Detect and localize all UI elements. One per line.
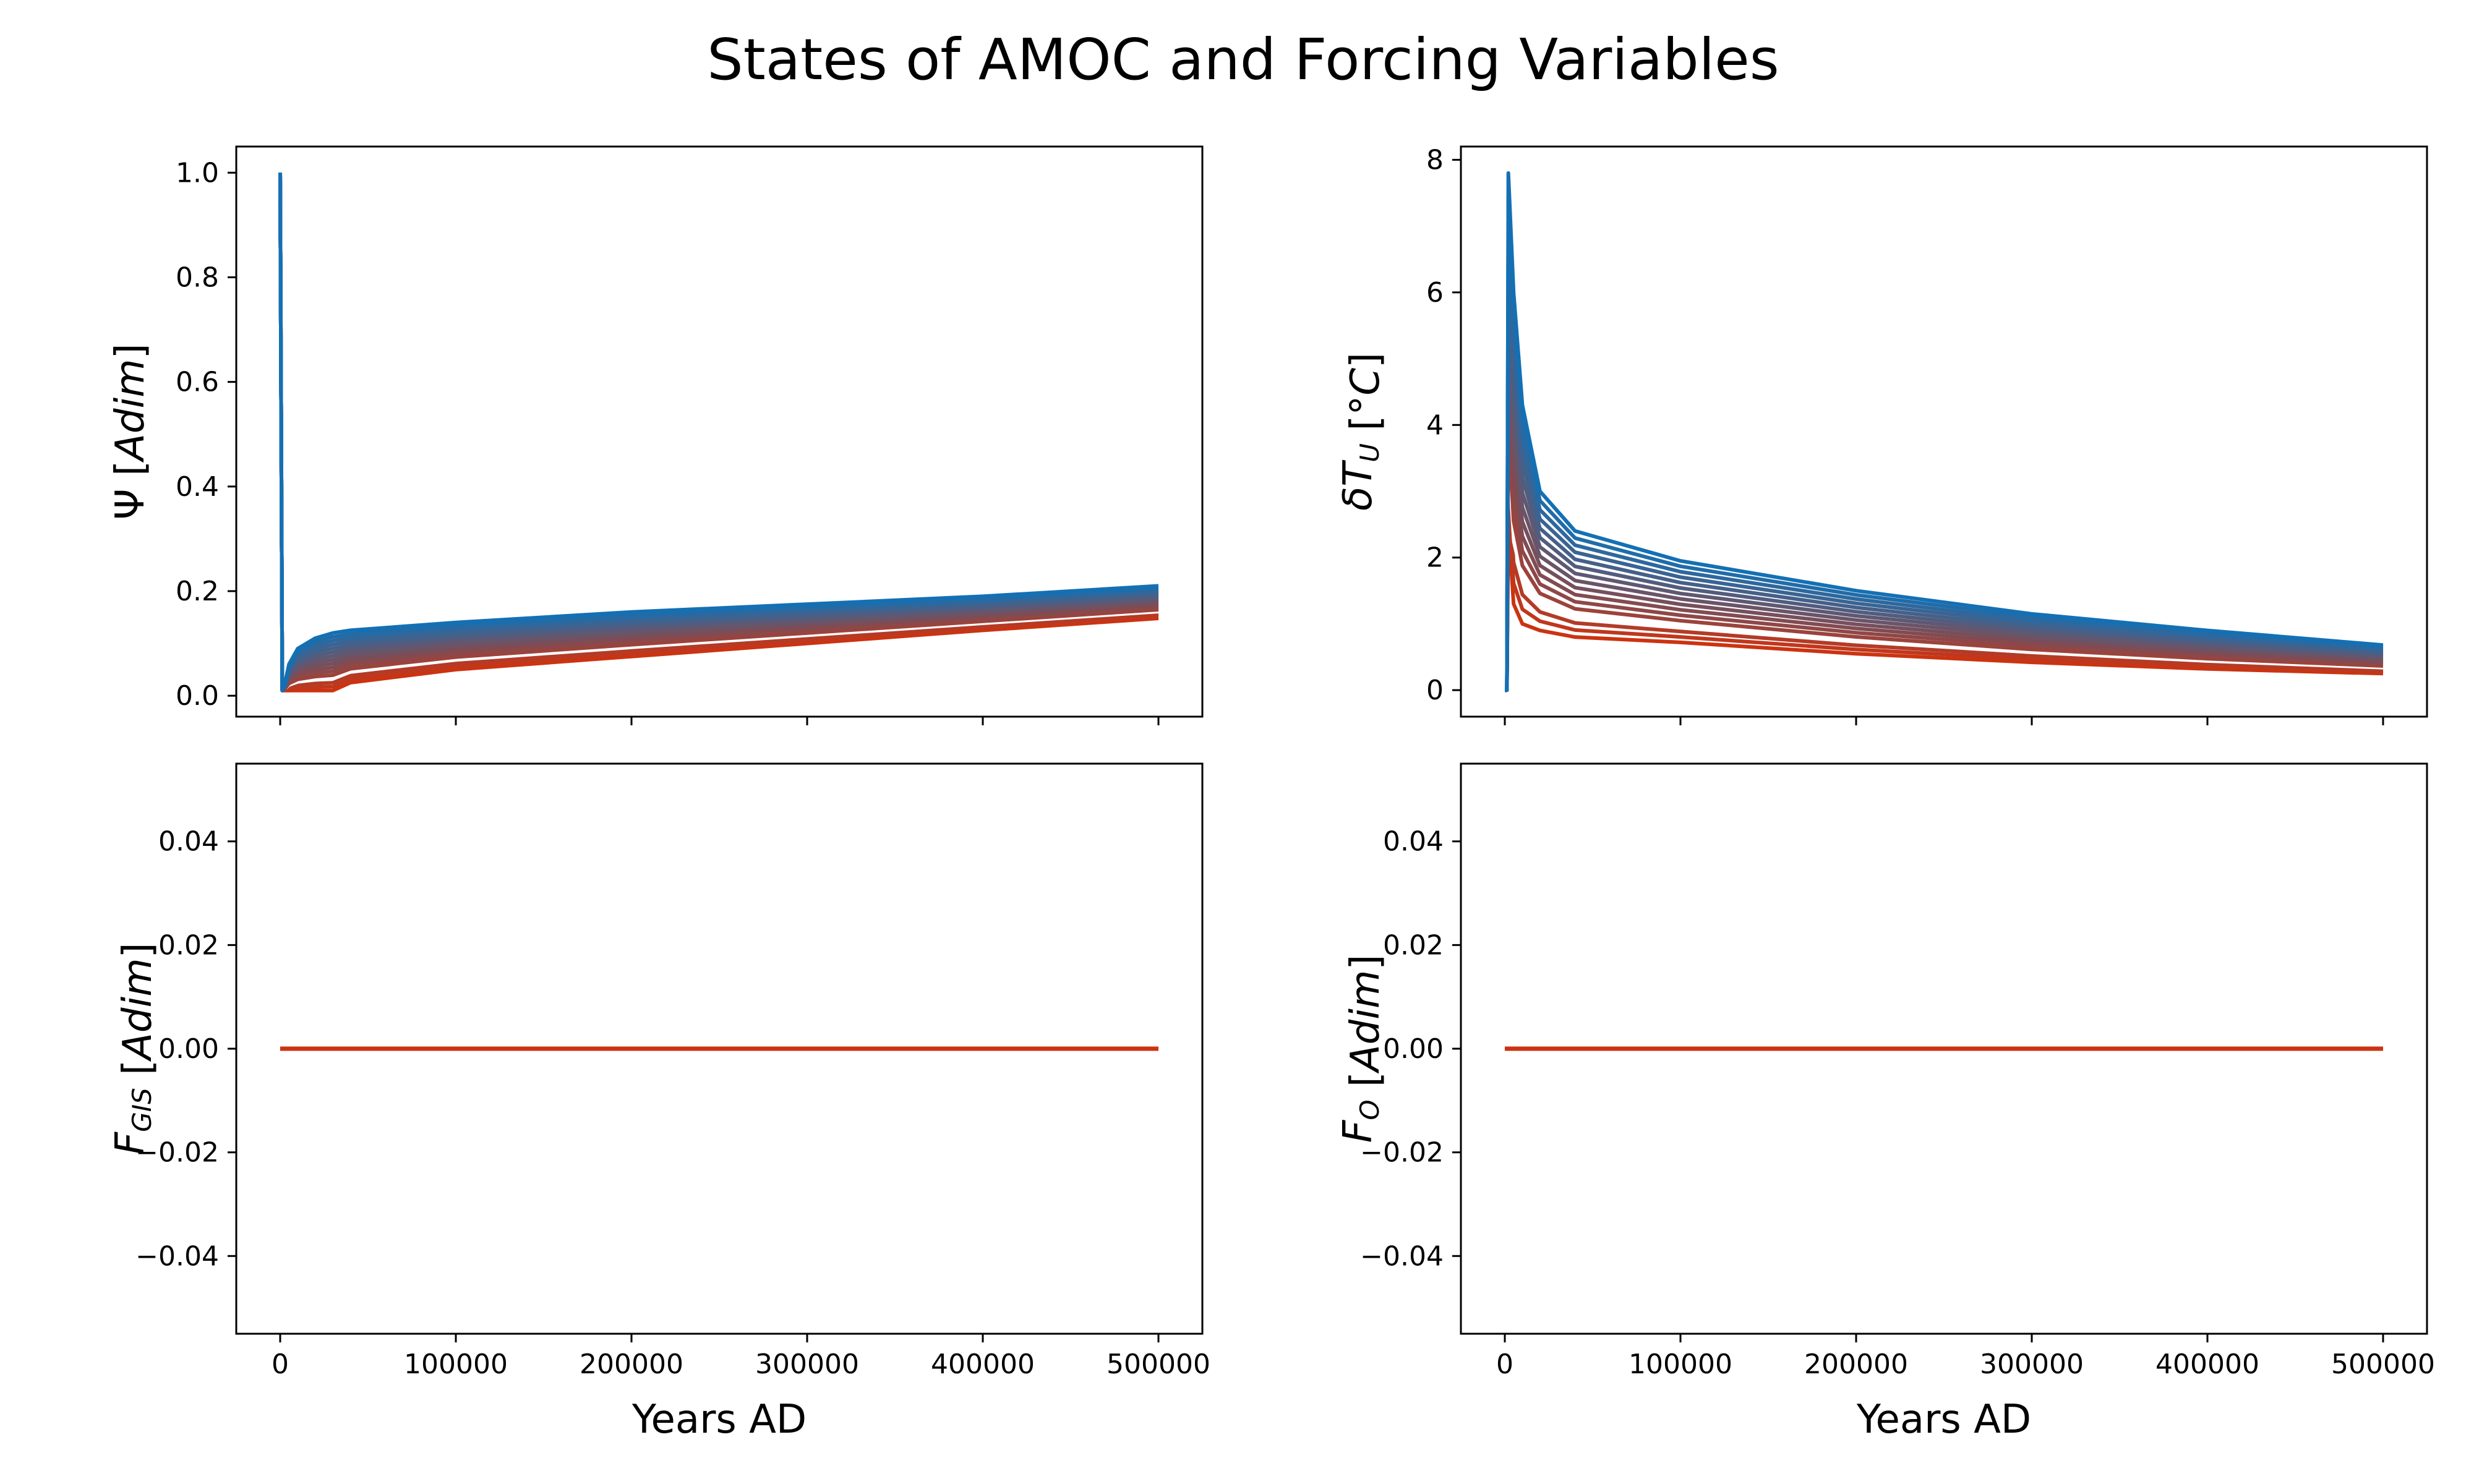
series-line-16 [1505, 171, 2384, 693]
y-axis-title-part: Ψ [ [108, 461, 153, 520]
y-tick-label: 8 [1426, 144, 1444, 176]
y-axis-title-part: ] [115, 942, 161, 958]
y-tick-label: 0.02 [1383, 929, 1444, 961]
y-tick-label: 0.04 [1383, 826, 1444, 858]
y-tick-label: 0.8 [176, 262, 219, 293]
y-tick-label: −0.04 [135, 1240, 219, 1272]
y-axis-title: FO [Adim] [1335, 955, 1389, 1143]
x-tick-label: 300000 [755, 1349, 859, 1380]
axes-frame [1460, 145, 2428, 718]
y-tick-label: 4 [1426, 409, 1444, 441]
y-axis-title-part: [ [115, 1060, 161, 1088]
y-tick-label: 2 [1426, 542, 1444, 574]
plot-area [278, 173, 1159, 693]
x-tick-label: 500000 [2331, 1349, 2435, 1380]
y-axis-title-part: U [1355, 443, 1385, 463]
x-tick-label: 300000 [1980, 1349, 2084, 1380]
y-axis-title-part: ] [1343, 352, 1389, 368]
panel-bottom-right: 0 100000 200000 300000 400000 500000 −0.04 −0.0… [1335, 762, 2435, 1443]
y-axis-title-part: Adim [115, 958, 161, 1062]
y-axis-title: FGIS [Adim] [108, 942, 161, 1154]
x-tick-label: 100000 [404, 1349, 508, 1380]
y-axis-title-part: O [1355, 1099, 1385, 1120]
y-axis-title-part: GIS [127, 1088, 157, 1132]
plot-area [1505, 171, 2384, 693]
panel-bottom-left: 0 100000 200000 300000 400000 500000 −0.04 −0.0… [108, 762, 1210, 1443]
y-tick-label: 0.04 [158, 826, 219, 858]
y-axis-title-part: δT [1335, 459, 1381, 511]
y-axis-title-part: Adim [1343, 970, 1389, 1075]
axes-frame [235, 145, 1204, 718]
y-tick-label: 0.0 [176, 680, 219, 712]
x-tick-label: 200000 [1804, 1349, 1908, 1380]
y-tick-label: 1.0 [176, 157, 219, 189]
y-axis-title-part: [ [1343, 1072, 1389, 1099]
x-tick-label: 200000 [580, 1349, 683, 1380]
y-axis-title-part: C [1343, 368, 1389, 396]
x-tick-label: 100000 [1629, 1349, 1732, 1380]
y-axis-title-part: [° [1343, 396, 1389, 443]
panel-top-right: 0 2 4 6 8 δTU [°C] [1335, 144, 2428, 725]
y-axis-title-part: ] [108, 343, 153, 359]
y-tick-label: 0.6 [176, 367, 219, 398]
x-tick-label: 400000 [931, 1349, 1035, 1380]
y-tick-label: 0.4 [176, 471, 219, 503]
y-tick-label: 0.00 [1383, 1033, 1444, 1065]
y-tick-label: −0.02 [1360, 1137, 1444, 1169]
x-axis-title: Years AD [631, 1397, 807, 1443]
x-tick-label: 0 [272, 1349, 289, 1380]
y-tick-label: −0.02 [135, 1137, 219, 1169]
panel-top-left: 0.0 0.2 0.4 0.6 0.8 1.0 Ψ [Adim] [108, 145, 1204, 725]
y-axis-title-part: Adim [108, 359, 153, 463]
y-axis-title-part: ] [1343, 955, 1389, 970]
x-tick-label: 500000 [1106, 1349, 1210, 1380]
y-axis-title-part: F [1335, 1119, 1381, 1143]
y-axis-title: δTU [°C] [1335, 352, 1389, 511]
x-tick-label: 0 [1496, 1349, 1513, 1380]
y-axis-title: Ψ [Adim] [108, 343, 153, 519]
series-line-16 [278, 173, 1159, 693]
y-tick-label: 0.00 [158, 1033, 219, 1065]
x-axis-title: Years AD [1856, 1397, 2031, 1443]
y-tick-label: 0.2 [176, 576, 219, 607]
y-axis-title-part: F [108, 1132, 153, 1155]
y-tick-label: 6 [1426, 277, 1444, 309]
y-tick-label: −0.04 [1360, 1240, 1444, 1272]
figure-title: States of AMOC and Forcing Variables [707, 27, 1779, 93]
y-tick-label: 0 [1426, 675, 1444, 706]
y-tick-label: 0.02 [158, 929, 219, 961]
x-tick-label: 400000 [2155, 1349, 2259, 1380]
